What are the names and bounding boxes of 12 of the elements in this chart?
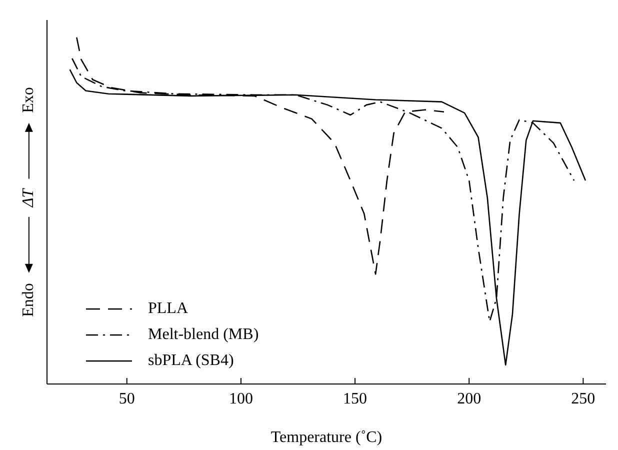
x-tick-label: 250 <box>571 390 596 408</box>
x-tick-label: 100 <box>228 390 253 408</box>
legend-label: PLLA <box>148 300 188 318</box>
text: Endo <box>20 283 38 317</box>
text: Exo <box>20 87 38 113</box>
x-tick-label: 200 <box>457 390 482 408</box>
y-axis-title: ΔT <box>20 188 38 208</box>
x-tick-label: 150 <box>343 390 368 408</box>
x-tick-label: 50 <box>118 390 135 408</box>
x-axis-title: Temperature (˚C) <box>270 429 382 446</box>
legend-label: sbPLA (SB4) <box>148 352 234 370</box>
legend-label: Melt-blend (MB) <box>148 326 259 344</box>
